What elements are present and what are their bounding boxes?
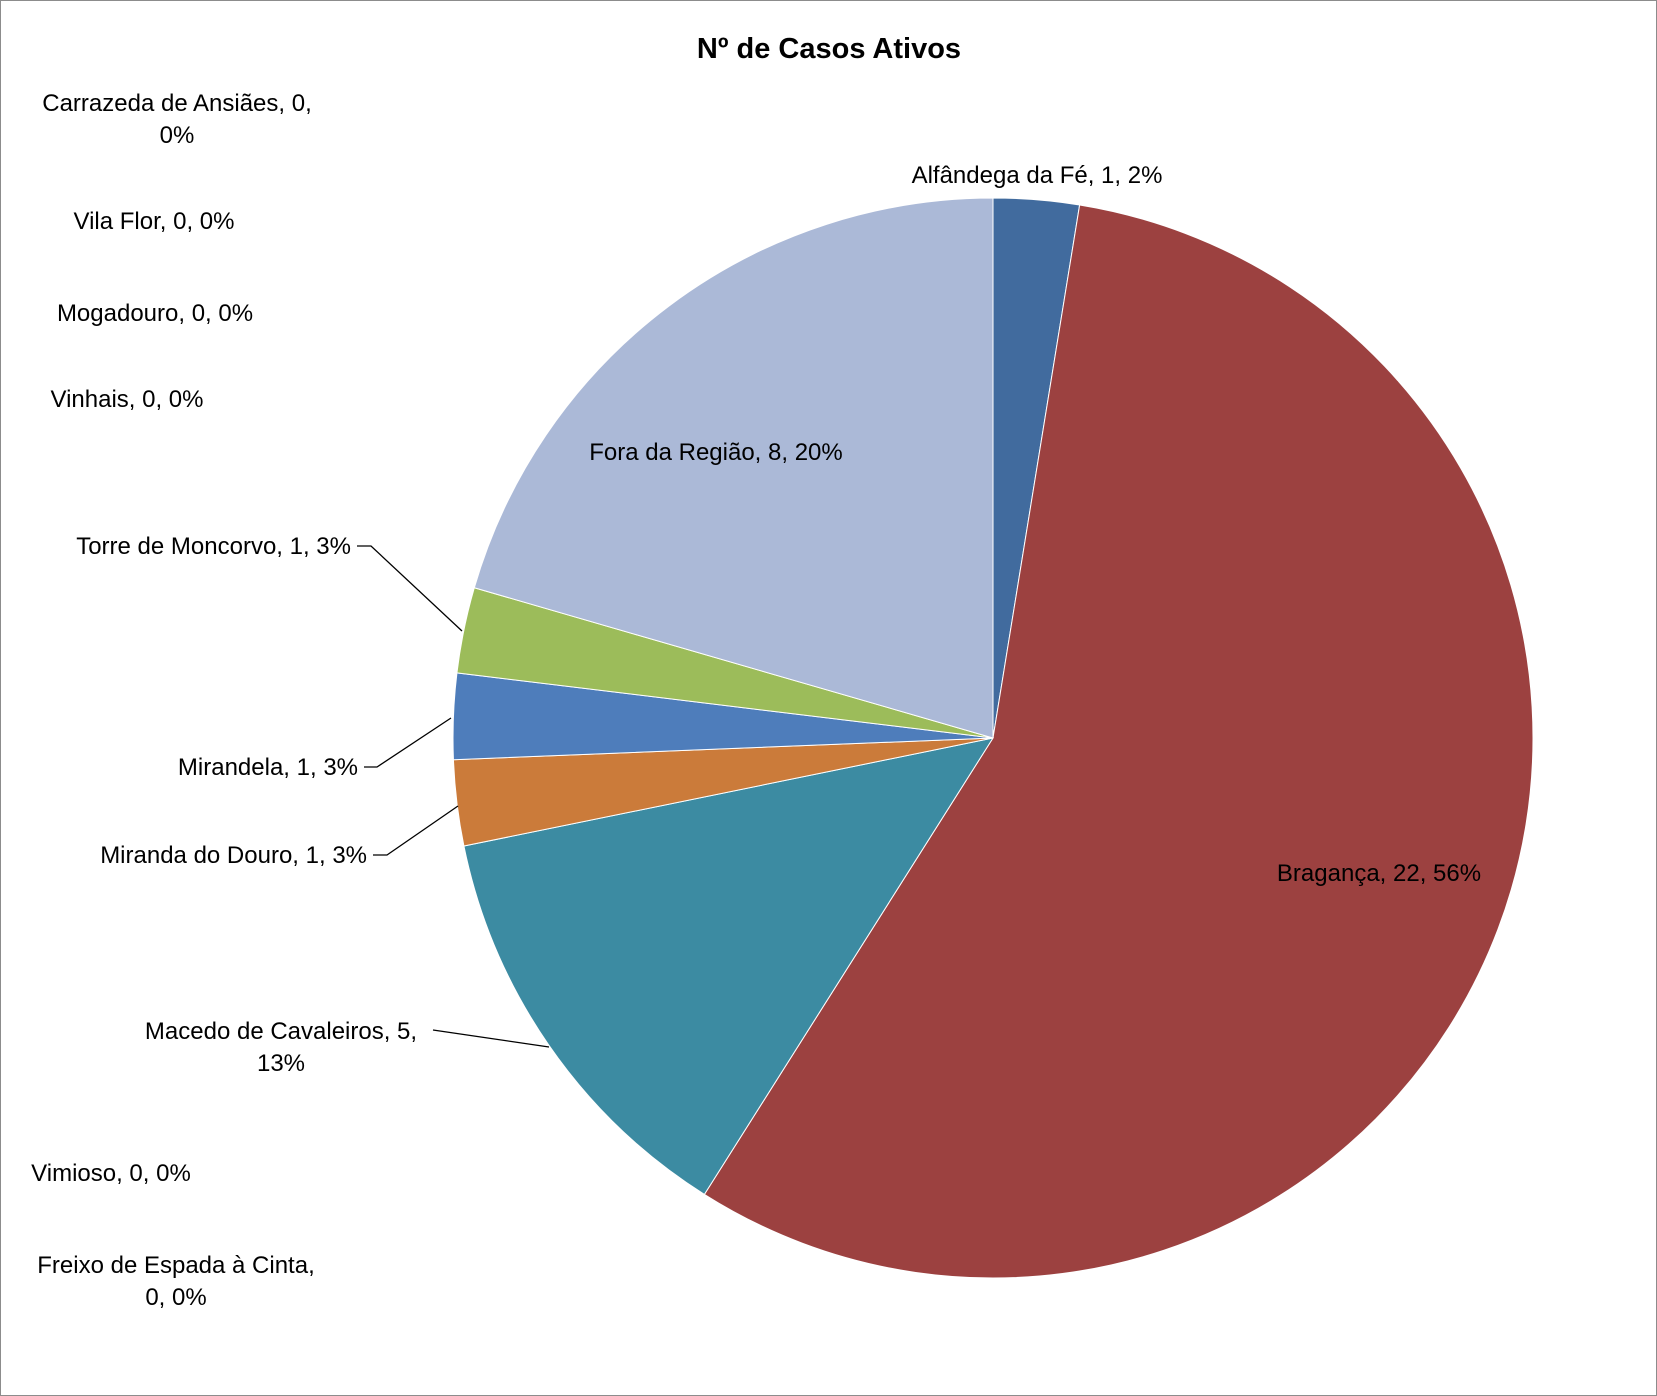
data-label-freixo-de-espada-a-cinta: Freixo de Espada à Cinta, 0, 0% xyxy=(37,1252,315,1311)
pie-slices xyxy=(452,197,1534,1279)
data-label-line: Torre de Moncorvo, 1, 3% xyxy=(76,533,351,560)
leader-line-torre-de-moncorvo xyxy=(357,545,463,632)
chart-title: Nº de Casos Ativos xyxy=(697,33,961,65)
data-label-alfandega-da-fe: Alfândega da Fé, 1, 2% xyxy=(912,162,1163,189)
data-label-line: Vimioso, 0, 0% xyxy=(31,1160,191,1187)
data-label-mirandela: Mirandela, 1, 3% xyxy=(178,754,358,781)
data-labels: Alfândega da Fé, 1, 2% Bragança, 22, 56% C… xyxy=(31,90,1481,1311)
data-label-line: Vila Flor, 0, 0% xyxy=(74,208,235,235)
data-label-line: Freixo de Espada à Cinta, xyxy=(37,1252,315,1279)
data-label-fora-da-regiao: Fora da Região, 8, 20% xyxy=(589,439,843,466)
leader-line-miranda-do-douro xyxy=(373,805,459,856)
data-label-line: 13% xyxy=(257,1050,305,1077)
data-label-line: 0, 0% xyxy=(145,1284,206,1311)
data-label-vila-flor: Vila Flor, 0, 0% xyxy=(74,208,235,235)
data-label-vinhais: Vinhais, 0, 0% xyxy=(51,386,204,413)
data-label-miranda-do-douro: Miranda do Douro, 1, 3% xyxy=(100,842,367,869)
data-label-carrazeda-de-ansiaes: Carrazeda de Ansiães, 0, 0% xyxy=(42,90,312,149)
data-label-line: Mogadouro, 0, 0% xyxy=(57,300,253,327)
data-label-line: 0% xyxy=(160,122,195,149)
data-label-braganca: Bragança, 22, 56% xyxy=(1277,860,1481,887)
leader-line-macedo-de-cavaleiros xyxy=(432,1029,550,1048)
data-label-line: Alfândega da Fé, 1, 2% xyxy=(912,162,1163,189)
data-label-vimioso: Vimioso, 0, 0% xyxy=(31,1160,191,1187)
pie-slice-braganca xyxy=(703,204,1534,1279)
data-label-line: Mirandela, 1, 3% xyxy=(178,754,358,781)
leader-line-mirandela xyxy=(364,717,452,768)
pie-slice-fora-da-regiao xyxy=(473,197,994,739)
data-label-macedo-de-cavaleiros: Macedo de Cavaleiros, 5, 13% xyxy=(145,1018,417,1077)
data-label-line: Macedo de Cavaleiros, 5, xyxy=(145,1018,417,1045)
pie-slice-macedo-de-cavaleiros xyxy=(463,737,995,1196)
data-label-line: Bragança, 22, 56% xyxy=(1277,860,1481,887)
data-label-line: Vinhais, 0, 0% xyxy=(51,386,204,413)
data-label-mogadouro: Mogadouro, 0, 0% xyxy=(57,300,253,327)
data-label-line: Fora da Região, 8, 20% xyxy=(589,439,843,466)
data-label-line: Miranda do Douro, 1, 3% xyxy=(100,842,367,869)
leader-lines xyxy=(357,545,550,1048)
data-label-torre-de-moncorvo: Torre de Moncorvo, 1, 3% xyxy=(76,533,351,560)
data-label-line: Carrazeda de Ansiães, 0, xyxy=(42,90,312,117)
